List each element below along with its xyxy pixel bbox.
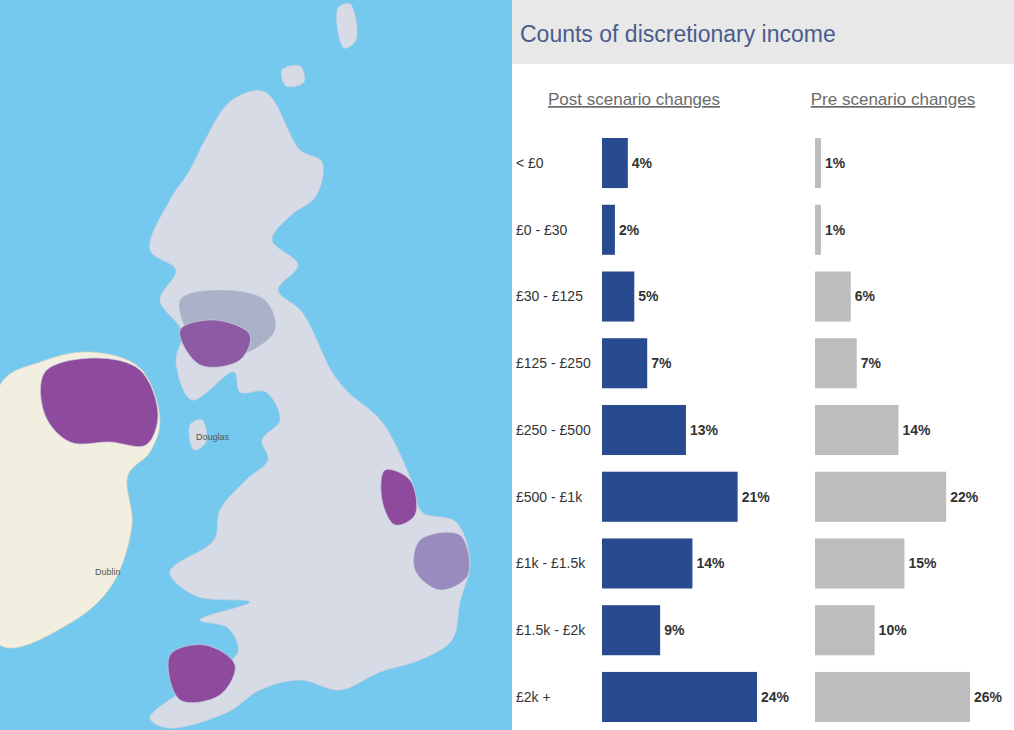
canvas: Dublin Douglas Counts of discretionary inc… bbox=[0, 0, 1014, 730]
map-label: Douglas bbox=[196, 432, 230, 442]
data-label: 10% bbox=[879, 622, 908, 638]
bar bbox=[602, 605, 660, 655]
map-label: Dublin bbox=[95, 567, 121, 577]
data-label: 1% bbox=[825, 222, 846, 238]
bar bbox=[602, 271, 634, 321]
bar bbox=[602, 405, 686, 455]
data-label: 22% bbox=[950, 489, 979, 505]
data-label: 13% bbox=[690, 422, 719, 438]
orkney bbox=[281, 65, 304, 87]
bar bbox=[815, 271, 851, 321]
bar bbox=[815, 672, 970, 722]
east-region bbox=[381, 469, 417, 525]
bar bbox=[602, 672, 757, 722]
bar bbox=[815, 338, 857, 388]
scotland-region bbox=[180, 320, 251, 367]
category-label: £30 - £125 bbox=[516, 288, 583, 304]
data-label: 7% bbox=[861, 355, 882, 371]
category-label: £500 - £1k bbox=[516, 489, 583, 505]
bars bbox=[815, 138, 970, 722]
category-label: £1.5k - £2k bbox=[516, 622, 586, 638]
data-label: 2% bbox=[619, 222, 640, 238]
bar bbox=[602, 472, 738, 522]
bar bbox=[815, 472, 946, 522]
east-anglia bbox=[413, 532, 469, 590]
bar bbox=[815, 605, 875, 655]
bar-chart: Post scenario changes 4% 2% 5% 7% 13% 21% 14% 9%… bbox=[516, 90, 790, 722]
map: Dublin Douglas bbox=[0, 0, 512, 730]
header-band bbox=[512, 0, 1014, 64]
bar bbox=[815, 205, 821, 255]
bar bbox=[602, 138, 628, 188]
bar-chart: Pre scenario changes 1% 1% 6% 7% 14% 22% 15% 10%… bbox=[811, 90, 1003, 722]
bar bbox=[602, 205, 615, 255]
category-label: < £0 bbox=[516, 155, 544, 171]
bar bbox=[815, 138, 821, 188]
category-label: £0 - £30 bbox=[516, 222, 568, 238]
category-label: £250 - £500 bbox=[516, 422, 591, 438]
data-label: 21% bbox=[742, 489, 771, 505]
data-label: 4% bbox=[632, 155, 653, 171]
data-label: 24% bbox=[761, 689, 790, 705]
bar bbox=[815, 405, 898, 455]
data-label: 7% bbox=[651, 355, 672, 371]
northern-ireland bbox=[40, 358, 158, 447]
data-label: 9% bbox=[664, 622, 685, 638]
data-label: 14% bbox=[902, 422, 931, 438]
chart-title: Pre scenario changes bbox=[811, 90, 975, 109]
bar bbox=[602, 338, 647, 388]
chart-title: Post scenario changes bbox=[548, 90, 720, 109]
category-label: £125 - £250 bbox=[516, 355, 591, 371]
bar bbox=[602, 538, 692, 588]
data-label: 14% bbox=[696, 555, 725, 571]
great-britain bbox=[150, 91, 470, 729]
data-label: 6% bbox=[855, 288, 876, 304]
bars bbox=[602, 138, 757, 722]
bar bbox=[815, 538, 904, 588]
title: Counts of discretionary income bbox=[520, 21, 836, 47]
data-label: 1% bbox=[825, 155, 846, 171]
data-label: 15% bbox=[908, 555, 937, 571]
category-label: £2k + bbox=[516, 689, 551, 705]
sea bbox=[0, 0, 512, 730]
south-west-region bbox=[168, 645, 235, 703]
data-label: 5% bbox=[638, 288, 659, 304]
ireland bbox=[0, 352, 160, 648]
shetland bbox=[337, 3, 357, 48]
data-label: 26% bbox=[974, 689, 1003, 705]
category-label: £1k - £1.5k bbox=[516, 555, 586, 571]
